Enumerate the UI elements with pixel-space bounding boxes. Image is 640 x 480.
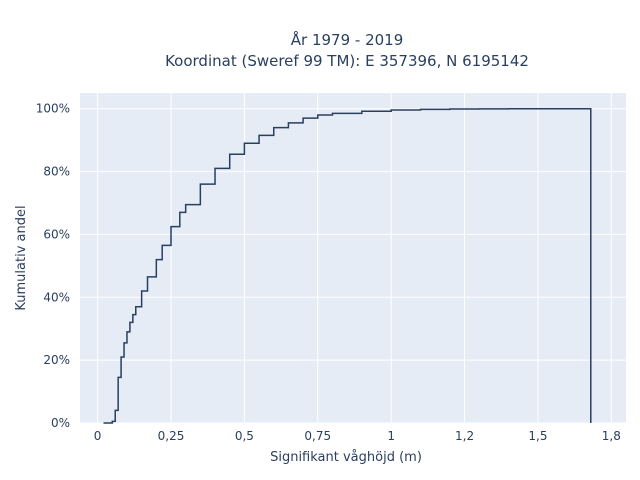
y-axis-label: Kumulativ andel (14, 205, 29, 310)
x-tick-label: 0 (94, 429, 102, 443)
y-tick-label: 40% (43, 290, 70, 304)
chart-title-line-1: År 1979 - 2019 (291, 30, 404, 49)
y-tick-label: 0% (51, 416, 70, 430)
x-tick-label: 1,8 (602, 429, 621, 443)
x-tick-label: 0,5 (235, 429, 254, 443)
x-tick-label: 0,25 (158, 429, 185, 443)
x-tick-label: 0,75 (304, 429, 331, 443)
ecdf-series-line (103, 107, 592, 424)
y-tick-label: 20% (43, 353, 70, 367)
chart-title-line-2: Koordinat (Sweref 99 TM): E 357396, N 61… (165, 52, 529, 70)
y-tick-label: 100% (36, 102, 70, 116)
x-axis-ticks: 0 0,25 0,5 0,75 1 1,2 1,5 1,8 (94, 429, 621, 443)
x-tick-label: 1,5 (528, 429, 547, 443)
y-axis-ticks: 0% 20% 40% 60% 80% 100% (36, 102, 70, 430)
x-axis-label: Signifikant våghöjd (m) (270, 450, 422, 465)
x-tick-label: 1 (387, 429, 395, 443)
y-tick-label: 60% (43, 227, 70, 241)
y-tick-label: 80% (43, 165, 70, 179)
x-tick-label: 1,2 (455, 429, 474, 443)
